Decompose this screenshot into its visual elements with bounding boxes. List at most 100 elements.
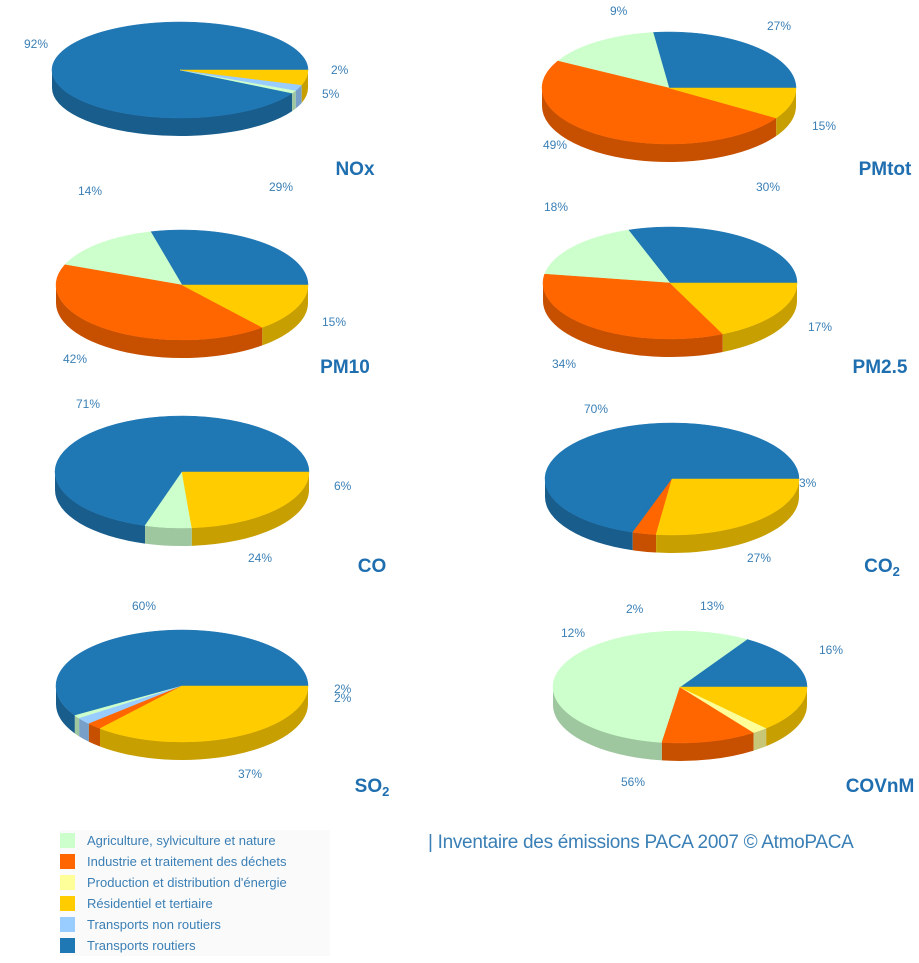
pie-slice xyxy=(669,282,798,335)
pie-slice xyxy=(652,31,797,89)
pie-slice xyxy=(99,685,309,743)
pie-slice-label: 27% xyxy=(747,551,771,565)
pie-slice-label: 17% xyxy=(808,320,832,334)
pie-chart: 30% 17% 34% 18% PM2.5 xyxy=(542,180,908,378)
pie-chart: 70% 3% 27% CO2 xyxy=(544,402,900,579)
pie-slice xyxy=(628,226,798,284)
pie-slice-side xyxy=(56,686,75,734)
pie-slice-side xyxy=(776,88,796,137)
legend-swatch-transports-non-routiers xyxy=(60,917,75,932)
pie-slice xyxy=(544,422,800,533)
pie-slice-side xyxy=(766,687,807,747)
pie-slice-label: 30% xyxy=(756,180,780,194)
legend-label: Agriculture, sylviculture et nature xyxy=(87,833,276,848)
pie-slice-side xyxy=(543,283,723,357)
legend-label: Transports non routiers xyxy=(87,917,221,932)
pie-slice-label: 16% xyxy=(819,643,843,657)
pie-slice xyxy=(181,471,310,529)
pie-slice-side xyxy=(632,532,657,553)
pie-slice-label: 60% xyxy=(132,599,156,613)
pie-slice-label: 15% xyxy=(812,119,836,133)
legend-swatch-agriculture xyxy=(60,833,75,848)
pie-slice-label: 5% xyxy=(322,87,340,101)
pie-slice-side xyxy=(295,84,302,109)
pie-slice-side xyxy=(545,479,633,551)
legend-item-production: Production et distribution d'énergie xyxy=(60,872,330,893)
pie-slice-label: 12% xyxy=(561,626,585,640)
legend-item-transports-routiers: Transports routiers xyxy=(60,935,330,956)
pie-slice-label: 3% xyxy=(799,476,817,490)
legend-item-industrie: Industrie et traitement des déchets xyxy=(60,851,330,872)
legend-label: Production et distribution d'énergie xyxy=(87,875,287,890)
pie-slice-side xyxy=(100,686,308,761)
pie-slice-side xyxy=(262,285,308,346)
pie-slice-label: 18% xyxy=(544,200,568,214)
credit-text: | Inventaire des émissions PACA 2007 © A… xyxy=(428,832,854,853)
pie-slice-label: 27% xyxy=(767,19,791,33)
pie-slice-side xyxy=(74,715,80,737)
chart-title: NOx xyxy=(335,159,375,180)
pie-slice-side xyxy=(191,472,309,546)
pie-slice-label: 9% xyxy=(610,4,628,18)
pie-slice xyxy=(55,264,263,341)
pie-slice-label: 56% xyxy=(621,775,645,789)
pie-slice xyxy=(679,639,808,688)
pie-slice xyxy=(54,415,310,526)
pie-chart: 60% 2%2% 37% SO2 xyxy=(55,599,390,799)
chart-title: CO xyxy=(358,556,387,577)
pie-chart: 92% 2% 5% NOx xyxy=(24,21,375,180)
legend-item-residentiel: Résidentiel et tertiaire xyxy=(60,893,330,914)
pie-chart: 29% 15% 42% 14% PM10 xyxy=(55,180,370,378)
pie-slice xyxy=(55,629,309,716)
pie-slice xyxy=(64,231,183,286)
pie-slice xyxy=(150,229,309,286)
pie-slice xyxy=(541,60,777,145)
pie-slice-label: 2% xyxy=(331,63,349,77)
pie-slice xyxy=(181,284,309,328)
chart-title: PM2.5 xyxy=(853,357,908,378)
legend-item-agriculture: Agriculture, sylviculture et nature xyxy=(60,830,330,851)
pie-slice-side xyxy=(79,718,89,742)
chart-title: PMtot xyxy=(859,159,912,180)
chart-title-subscript: 2 xyxy=(382,784,389,799)
pie-slice xyxy=(179,69,309,86)
legend-swatch-production xyxy=(60,875,75,890)
chart-title: CO2 xyxy=(864,556,900,579)
pie-slice xyxy=(679,686,808,729)
pie-slice-side xyxy=(56,285,263,359)
pie-slice-side xyxy=(542,88,777,163)
legend-swatch-transports-routiers xyxy=(60,938,75,953)
pie-slice-side xyxy=(753,728,767,751)
pie-slice xyxy=(557,32,670,89)
chart-title: COVnM xyxy=(846,776,915,797)
pie-slice-side xyxy=(145,525,192,546)
pie-slice xyxy=(542,273,724,340)
pie-slice-side xyxy=(88,723,101,747)
pie-chart: 71% 6% 24% CO xyxy=(54,397,387,577)
pie-slice-side xyxy=(292,90,296,112)
pie-slice-side xyxy=(722,283,797,352)
pie-chart: 16% 56% 12% 2% 13% COVnM xyxy=(552,599,915,797)
pie-slice-label: 2% xyxy=(334,691,352,705)
pie-slice xyxy=(544,229,671,284)
pie-slice-label: 15% xyxy=(322,315,346,329)
chart-title-subscript: 2 xyxy=(893,564,900,579)
pie-slice-side xyxy=(52,70,293,137)
pie-slice-side xyxy=(301,70,308,103)
pie-slice-label: 2% xyxy=(334,682,352,696)
pie-slice-label: 71% xyxy=(76,397,100,411)
pie-slice-label: 14% xyxy=(78,184,102,198)
pie-slice-label: 13% xyxy=(700,599,724,613)
pie-slice-label: 29% xyxy=(269,180,293,194)
pie-slice-label: 92% xyxy=(24,37,48,51)
pie-slice-side xyxy=(553,687,662,761)
legend-label: Industrie et traitement des déchets xyxy=(87,854,287,869)
pie-slice-side xyxy=(661,732,754,761)
chart-title: SO2 xyxy=(355,776,390,799)
pie-slice-label: 49% xyxy=(543,138,567,152)
pie-slice-label: 6% xyxy=(334,479,352,493)
pie-slice xyxy=(661,686,755,744)
pie-slice-label: 37% xyxy=(238,767,262,781)
legend: Agriculture, sylviculture et nature Indu… xyxy=(60,830,330,956)
